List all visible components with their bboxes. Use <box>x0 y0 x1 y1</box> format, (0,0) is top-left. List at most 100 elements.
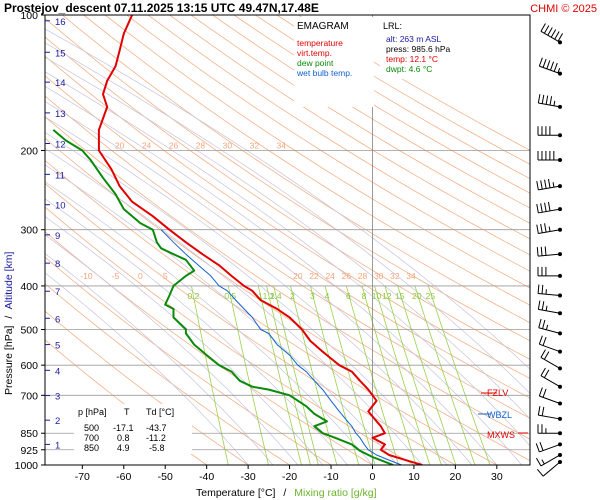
altitude-tick-label: 15 <box>55 48 66 59</box>
y-tick-label: 500 <box>20 325 38 337</box>
dry-adiabat <box>45 75 530 399</box>
lrl-dewpoint: dwpt: 4.6 °C <box>386 64 432 74</box>
series-legend: EMAGRAM temperature virt.temp. dew point… <box>294 17 374 107</box>
mixing-ratio-label: 0.2 <box>188 291 200 301</box>
dry-adiabat <box>147 15 530 256</box>
x-tick-label: -10 <box>323 471 338 483</box>
moist-adiabat <box>45 253 274 465</box>
moist-adiabat <box>45 28 530 370</box>
mixing-ratio-line <box>384 285 442 465</box>
y-tick-label: 200 <box>20 145 38 157</box>
mixing-ratio-label: 20 <box>412 291 422 301</box>
x-tick-label: -60 <box>116 471 131 483</box>
dry-adiabat <box>45 137 530 462</box>
legend-item-temperature: temperature <box>297 38 343 48</box>
altitude-tick-label: 10 <box>55 201 66 212</box>
legend-item-virt-temp: virt.temp. <box>297 48 332 58</box>
table-cell: 850 <box>84 443 99 453</box>
mixing-ratio-label: 6 <box>346 291 351 301</box>
lrl-heading: LRL: <box>383 21 402 31</box>
altitude-tick-label: 9 <box>55 231 60 242</box>
wind-barb <box>540 349 562 371</box>
table-cell: -5.8 <box>149 443 165 453</box>
table-header-p: p [hPa] <box>78 407 107 417</box>
mixing-ratio-label: 4 <box>325 291 330 301</box>
wind-barb <box>537 150 562 162</box>
series-line <box>97 15 423 465</box>
moist-adiabat <box>45 71 530 447</box>
x-tick-label: -40 <box>199 471 214 483</box>
adiabat-label: 20 <box>293 271 303 281</box>
moist-adiabat <box>45 132 448 465</box>
dry-adiabat <box>62 15 530 324</box>
altitude-tick-label: 8 <box>55 259 60 270</box>
mixing-ratio-label: 3 <box>310 291 315 301</box>
x-tick-label: -30 <box>241 471 256 483</box>
dry-adiabat <box>104 15 530 289</box>
wind-barb <box>538 387 562 406</box>
background-lines: 0.2 0.5 1 1.21.4 2 3 4 6 8 10 12 15 20 25-10 -5 0 5 20 22 2… <box>45 15 530 465</box>
mixing-ratio-line <box>361 285 417 465</box>
y-tick-label: 850 <box>20 428 38 440</box>
wind-barb <box>536 178 562 191</box>
adiabat-label: 32 <box>390 271 400 281</box>
special-levels: FZLV WBZL MXWS <box>478 388 528 440</box>
adiabat-label: 28 <box>358 271 368 281</box>
wind-barb <box>540 23 564 45</box>
axes: -70 -60 -50 -40 -30 -20 -10 0 10 20 30100200300400… <box>15 10 531 483</box>
mixing-ratio-line <box>290 285 338 465</box>
y-tick-label: 600 <box>20 360 38 372</box>
table-header-t: T <box>124 407 130 417</box>
dry-adiabat <box>45 36 530 360</box>
profile-series <box>52 15 423 465</box>
x-tick-label: -20 <box>282 471 297 483</box>
lrl-temperature: temp: 12.1 °C <box>386 54 438 64</box>
y-tick-label: 925 <box>20 445 38 457</box>
table-cell: 0.8 <box>117 433 130 443</box>
x-axis-separator: / <box>283 487 286 499</box>
x-axis-temp-label: Temperature [°C] <box>196 487 276 499</box>
plot-frame <box>44 14 531 466</box>
x-axis-title: Temperature [°C] / Mixing ratio [g/kg] <box>196 487 377 499</box>
legend-heading: EMAGRAM <box>297 21 349 32</box>
mixing-ratio-label: 1.4 <box>270 291 282 301</box>
altitude-tick-label: 6 <box>55 314 60 325</box>
wind-barb <box>537 406 562 421</box>
adiabat-label: 26 <box>342 271 352 281</box>
chart-title: Prostejov_descent 07.11.2025 13:15 UTC 4… <box>4 1 319 15</box>
y-axis-separator: / <box>3 316 15 319</box>
dry-adiabat <box>45 55 530 379</box>
y-tick-label: 100 <box>20 10 38 22</box>
wind-barb <box>537 424 562 436</box>
credit-label: CHMI © 2025 <box>530 3 597 15</box>
x-tick-label: 0 <box>370 471 376 483</box>
wind-barb <box>536 246 562 257</box>
lrl-pressure: press: 985.6 hPa <box>386 44 451 54</box>
lrl-box: LRL: alt: 263 m ASL press: 985.6 hPa tem… <box>380 17 478 79</box>
adiabat-label: 30 <box>374 271 384 281</box>
moist-adiabat <box>45 42 530 394</box>
adiabat-label: -10 <box>80 271 93 281</box>
legend-item-wet-bulb: wet bulb temp. <box>296 68 352 78</box>
wind-barb <box>536 201 562 214</box>
table-cell: 700 <box>84 433 99 443</box>
altitude-tick-label: 1 <box>55 440 60 451</box>
x-tick-label: 10 <box>408 471 420 483</box>
x-tick-label: -50 <box>158 471 173 483</box>
table-cell: -17.1 <box>113 423 134 433</box>
mixing-ratio-label: 25 <box>426 291 436 301</box>
adiabat-label: -5 <box>112 271 120 281</box>
x-tick-label: 30 <box>491 471 503 483</box>
altitude-tick-label: 5 <box>55 341 60 352</box>
level-table: p [hPa] T Td [°C] 500 -17.1 -43.7 700 0.… <box>74 404 192 454</box>
dry-adiabat <box>83 15 530 306</box>
wind-barb <box>538 335 562 354</box>
wind-barbs <box>535 23 564 477</box>
wbzl-label: WBZL <box>487 410 512 420</box>
table-cell: -11.2 <box>146 433 166 443</box>
altitude-tick-label: 14 <box>55 78 66 89</box>
adiabat-label: 22 <box>309 271 319 281</box>
mixing-ratio-label: 0.5 <box>224 291 236 301</box>
mixing-ratio-line <box>428 285 491 465</box>
adiabat-label: 0 <box>138 271 143 281</box>
